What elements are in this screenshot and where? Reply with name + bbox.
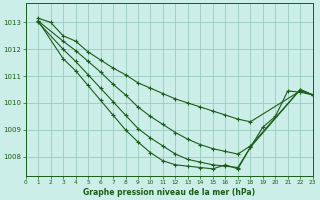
X-axis label: Graphe pression niveau de la mer (hPa): Graphe pression niveau de la mer (hPa) bbox=[83, 188, 255, 197]
